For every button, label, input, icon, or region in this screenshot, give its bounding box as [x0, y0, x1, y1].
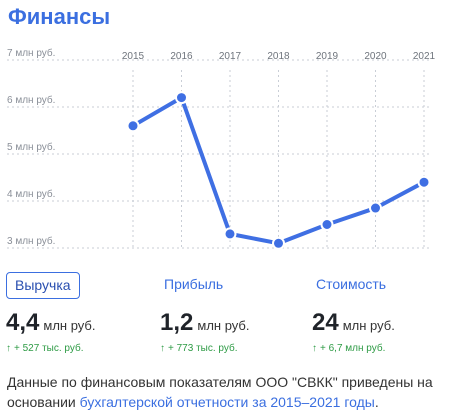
data-point	[126, 119, 140, 133]
x-tick-label: 2016	[170, 51, 193, 62]
y-tick-label: 7 млн руб.	[7, 47, 55, 59]
arrow-up-icon: ↑	[312, 343, 317, 354]
value-delta-text: + 6,7 млн руб.	[320, 343, 386, 354]
metric-value: Стоимость 24 млн руб. ↑ + 6,7 млн руб.	[312, 272, 456, 354]
x-tick-label: 2017	[219, 51, 242, 62]
data-source-note: Данные по финансовым показателям ООО "СВ…	[7, 372, 447, 412]
value-number: 24	[312, 309, 339, 336]
y-tick-label: 5 млн руб.	[7, 141, 55, 153]
data-point	[417, 175, 431, 189]
value-unit: млн руб.	[342, 318, 395, 333]
profit-value: 1,2 млн руб.	[160, 309, 310, 337]
revenue-delta: ↑ + 527 тыс. руб.	[6, 343, 156, 354]
x-tick-label: 2015	[122, 51, 145, 62]
metrics-row: Выручка 4,4 млн руб. ↑ + 527 тыс. руб. При…	[0, 272, 456, 362]
y-tick-label: 4 млн руб.	[7, 188, 55, 200]
x-tick-label: 2020	[364, 51, 387, 62]
financial-report-link[interactable]: бухгалтерской отчетности за 2015–2021 го…	[79, 394, 375, 410]
x-tick-label: 2021	[413, 51, 436, 62]
x-tick-label: 2019	[316, 51, 339, 62]
profit-delta: ↑ + 773 тыс. руб.	[160, 343, 310, 354]
y-tick-label: 6 млн руб.	[7, 94, 55, 106]
tab-value[interactable]: Стоимость	[316, 276, 387, 292]
profit-number: 1,2	[160, 309, 194, 336]
data-point	[369, 201, 382, 215]
revenue-line-chart: 7 млн руб. 6 млн руб. 5 млн руб. 4 млн руб.…	[7, 47, 436, 250]
note-text: Данные по финансовым показателям ООО "СВ…	[7, 374, 433, 410]
profit-unit: млн руб.	[197, 318, 250, 333]
note-text-end: .	[374, 394, 379, 410]
y-tick-label: 3 млн руб.	[7, 235, 55, 247]
tab-profit[interactable]: Прибыль	[164, 276, 224, 292]
data-point	[175, 91, 188, 105]
metric-revenue: Выручка 4,4 млн руб. ↑ + 527 тыс. руб.	[6, 272, 156, 354]
revenue-number: 4,4	[6, 309, 40, 336]
profit-delta-text: + 773 тыс. руб.	[168, 343, 238, 354]
revenue-value: 4,4 млн руб.	[6, 309, 156, 337]
revenue-unit: млн руб.	[43, 318, 96, 333]
arrow-up-icon: ↑	[160, 343, 165, 354]
metric-profit: Прибыль 1,2 млн руб. ↑ + 773 тыс. руб.	[160, 272, 310, 354]
value-value: 24 млн руб.	[312, 309, 456, 337]
data-point	[272, 236, 285, 250]
data-point	[320, 218, 334, 231]
revenue-delta-text: + 527 тыс. руб.	[14, 343, 84, 354]
arrow-up-icon: ↑	[6, 343, 11, 354]
data-point	[223, 227, 237, 241]
x-tick-label: 2018	[267, 51, 290, 62]
value-delta: ↑ + 6,7 млн руб.	[312, 343, 456, 354]
section-title: Финансы	[8, 4, 111, 29]
tab-revenue[interactable]: Выручка	[6, 272, 80, 299]
